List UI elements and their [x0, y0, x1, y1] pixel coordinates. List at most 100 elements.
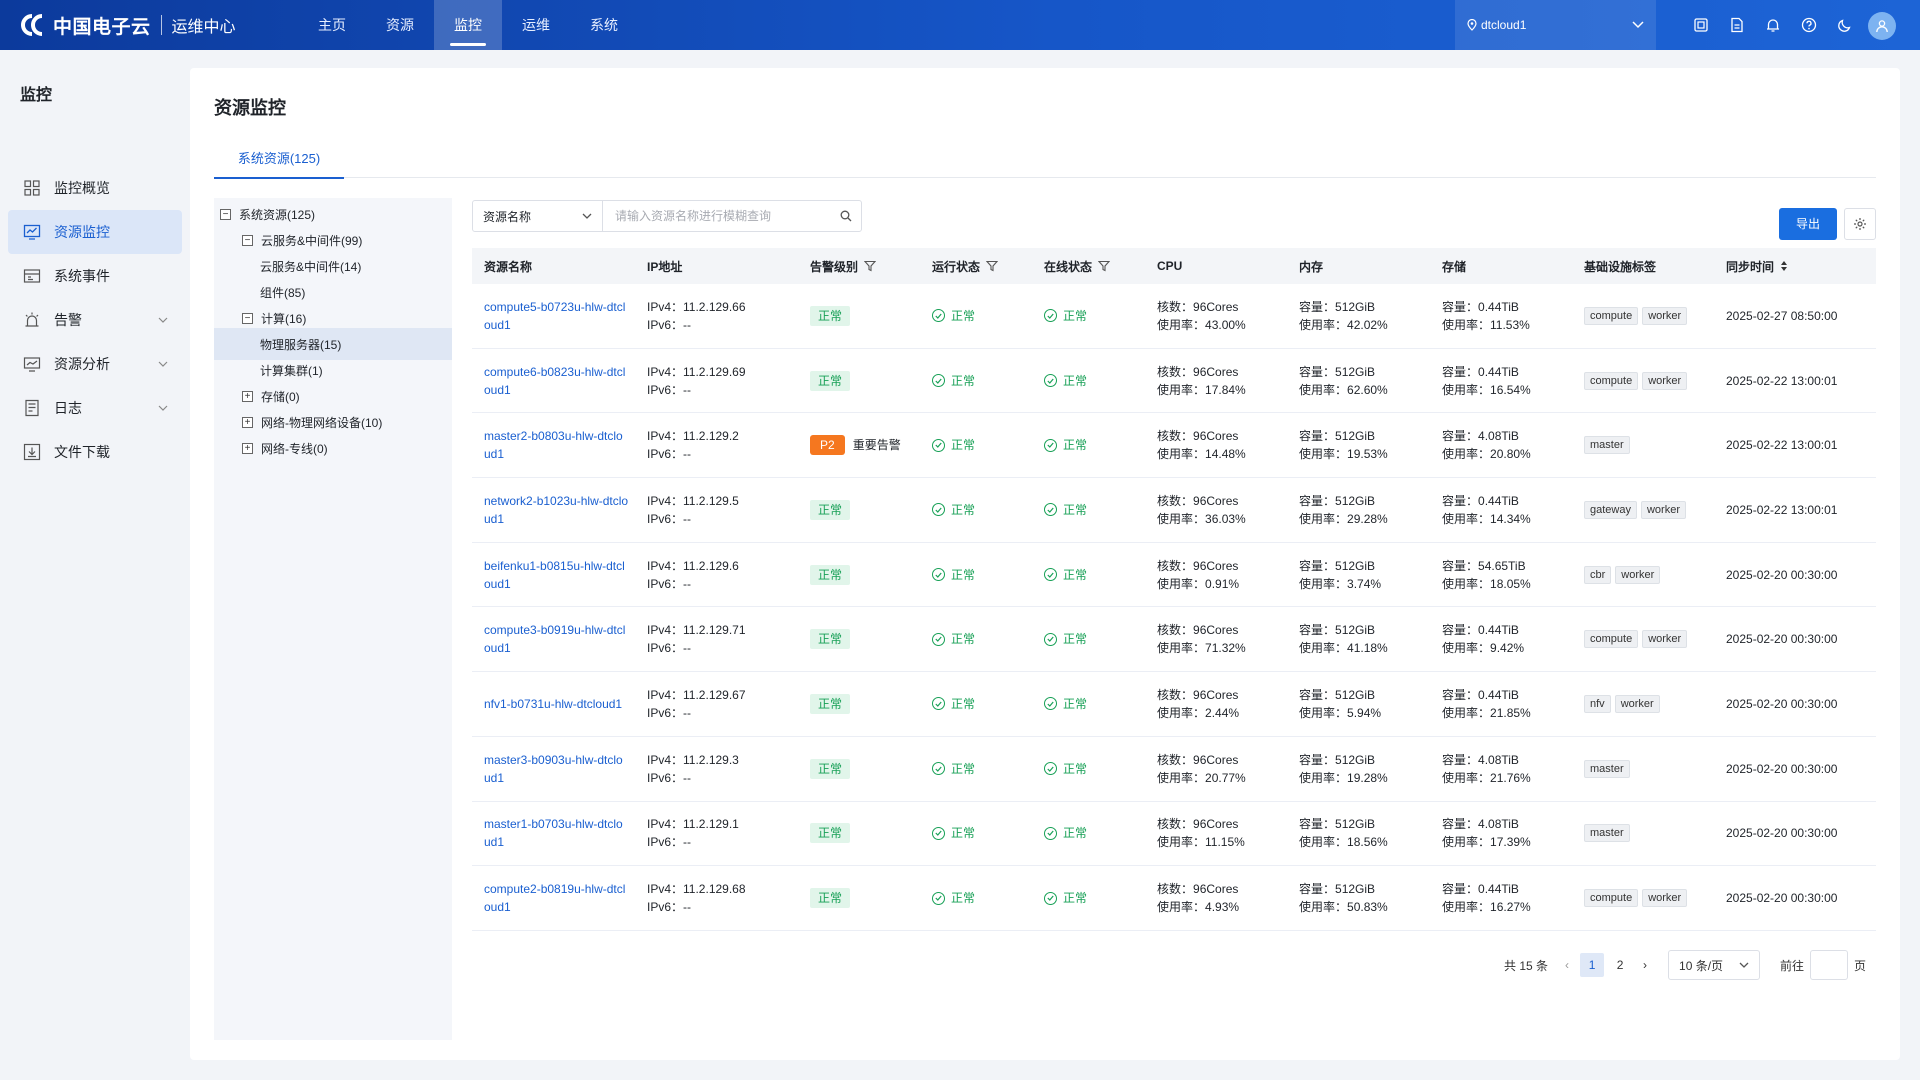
cpu-usage-value: 20.77%: [1205, 770, 1246, 785]
resource-name-link[interactable]: beifenku1-b0815u-hlw-dtcloud1: [484, 558, 625, 591]
cpu-cores: 核数：96Cores: [1157, 880, 1239, 898]
sidebar-menu: 监控概览 资源监控 系统事件 告警 资源分析 日志 文件下载: [8, 166, 182, 474]
collapse-toggle[interactable]: −: [220, 208, 231, 220]
tab-system-resources[interactable]: 系统资源(125): [214, 146, 344, 179]
online-status: 正常: [1044, 501, 1087, 519]
resource-name-link[interactable]: network2-b1023u-hlw-dtcloud1: [484, 493, 629, 526]
resource-name-link[interactable]: compute2-b0819u-hlw-dtcloud1: [484, 882, 626, 915]
ipv4-line: IPv4：11.2.129.66: [647, 298, 746, 316]
next-page-icon[interactable]: ›: [1643, 958, 1648, 972]
ipv4-line: IPv4：11.2.129.71: [647, 621, 746, 639]
storage-capacity-value: 0.44TiB: [1478, 299, 1519, 314]
tenant-selector[interactable]: dtcloud1: [1455, 0, 1656, 50]
infra-tag: compute: [1584, 889, 1639, 908]
column-header-sync[interactable]: 同步时间: [1726, 248, 1788, 284]
nav-resources[interactable]: 资源: [386, 17, 414, 33]
sidebar-item-overview[interactable]: 监控概览: [8, 166, 182, 210]
storage-capacity-value: 4.08TiB: [1478, 752, 1519, 767]
expand-toggle[interactable]: +: [242, 442, 253, 454]
check-circle-icon: [1044, 309, 1057, 323]
tree-node[interactable]: + 网络-物理网络设备(10): [242, 406, 382, 438]
online-status-text: 正常: [1063, 308, 1088, 323]
help-icon[interactable]: [1791, 17, 1827, 33]
column-settings-button[interactable]: [1844, 208, 1876, 240]
column-header-alarm[interactable]: 告警级别: [810, 248, 877, 284]
search-icon[interactable]: [831, 210, 861, 222]
resource-name-link[interactable]: nfv1-b0731u-hlw-dtcloud1: [484, 696, 623, 711]
nav-system[interactable]: 系统: [590, 17, 618, 33]
ipv4-line: IPv4：11.2.129.1: [647, 815, 739, 833]
cpu-cores-value: 96Cores: [1193, 752, 1239, 767]
tree-node[interactable]: − 系统资源(125): [220, 198, 315, 230]
bell-icon[interactable]: [1755, 17, 1791, 33]
nav-monitor[interactable]: 监控: [434, 0, 502, 50]
resource-name-link[interactable]: compute6-b0823u-hlw-dtcloud1: [484, 364, 626, 397]
top-navbar: 中国电子云 运维中心 主页 资源 监控 运维 系统 dtcloud1: [0, 0, 1920, 50]
filter-icon[interactable]: [986, 260, 999, 272]
column-header: 基础设施标签: [1584, 259, 1657, 274]
sidebar-item-logs[interactable]: 日志: [8, 386, 182, 430]
tree-node[interactable]: − 云服务&中间件(99): [242, 224, 362, 256]
nav-home[interactable]: 主页: [318, 17, 346, 33]
tree-node[interactable]: + 网络-专线(0): [242, 432, 328, 464]
tree-node[interactable]: 云服务&中间件(14): [260, 250, 361, 282]
usage-prefix: 使用率：: [1299, 900, 1348, 915]
online-status: 正常: [1044, 436, 1087, 454]
usage-prefix: 使用率：: [1157, 770, 1206, 785]
moon-icon[interactable]: [1827, 17, 1863, 33]
alarm-status-badge: 正常: [810, 564, 851, 585]
column-header-online[interactable]: 在线状态: [1044, 248, 1111, 284]
resource-name-link[interactable]: master3-b0903u-hlw-dtcloud1: [484, 752, 623, 785]
sort-icon[interactable]: [1780, 260, 1788, 272]
alarm-cell: 正常: [810, 672, 851, 736]
storage-usage-value: 17.39%: [1490, 835, 1531, 850]
tree-node[interactable]: + 存储(0): [242, 380, 300, 412]
sidebar-item-resource-monitor[interactable]: 资源监控: [8, 210, 182, 254]
document-icon[interactable]: [1719, 17, 1755, 33]
cpu-usage: 使用率：71.32%: [1157, 639, 1246, 657]
page-size-select[interactable]: 10 条/页: [1668, 950, 1761, 980]
search-field-select[interactable]: 资源名称: [473, 201, 603, 231]
screen-icon[interactable]: [1683, 17, 1719, 33]
logo[interactable]: 中国电子云 运维中心: [19, 12, 236, 38]
column-header-run[interactable]: 运行状态: [932, 248, 999, 284]
resource-name-link[interactable]: master1-b0703u-hlw-dtcloud1: [484, 817, 623, 850]
run-status: 正常: [932, 436, 975, 454]
expand-toggle[interactable]: +: [242, 416, 253, 428]
tree-node[interactable]: 组件(85): [260, 276, 305, 308]
ipv6-value: --: [683, 382, 692, 397]
online-status-text: 正常: [1063, 502, 1088, 517]
resource-name-link[interactable]: compute3-b0919u-hlw-dtcloud1: [484, 623, 626, 656]
filter-icon[interactable]: [864, 260, 877, 272]
column-header: 存储: [1442, 259, 1467, 274]
tree-node[interactable]: − 计算(16): [242, 302, 306, 334]
collapse-toggle[interactable]: −: [242, 312, 253, 324]
cpu-cores: 核数：96Cores: [1157, 557, 1239, 575]
sidebar-item-resource-analysis[interactable]: 资源分析: [8, 342, 182, 386]
page-button[interactable]: 2: [1616, 958, 1624, 972]
resource-name-link[interactable]: compute5-b0723u-hlw-dtcloud1: [484, 299, 626, 332]
filter-icon[interactable]: [1098, 260, 1111, 272]
ipv4-value: 11.2.129.1: [683, 817, 739, 832]
resource-name-link[interactable]: master2-b0803u-hlw-dtcloud1: [484, 429, 623, 462]
expand-toggle[interactable]: +: [242, 390, 253, 402]
goto-page-input[interactable]: [1810, 950, 1849, 980]
sidebar-item-system-events[interactable]: 系统事件: [8, 254, 182, 298]
storage-usage: 使用率：21.85%: [1442, 704, 1531, 722]
sidebar-item-alarm[interactable]: 告警: [8, 298, 182, 342]
sidebar-item-label: 系统事件: [54, 268, 110, 284]
tag-list: compute worker: [1584, 371, 1691, 390]
sidebar-item-file-download[interactable]: 文件下载: [8, 430, 182, 474]
page-button[interactable]: 1: [1580, 953, 1605, 977]
tree-node-selected[interactable]: 物理服务器(15): [260, 328, 341, 360]
check-circle-icon: [932, 632, 945, 646]
user-avatar[interactable]: [1868, 12, 1896, 40]
cpu-cores-value: 96Cores: [1193, 493, 1239, 508]
nav-ops[interactable]: 运维: [522, 17, 550, 33]
table-row: compute6-b0823u-hlw-dtcloud1 IPv4：11.2.12…: [472, 349, 1876, 414]
search-input[interactable]: [603, 202, 831, 230]
collapse-toggle[interactable]: −: [242, 234, 253, 246]
prev-page-icon[interactable]: ‹: [1565, 958, 1570, 972]
tree-node[interactable]: 计算集群(1): [260, 354, 323, 386]
export-button[interactable]: 导出: [1779, 208, 1837, 240]
